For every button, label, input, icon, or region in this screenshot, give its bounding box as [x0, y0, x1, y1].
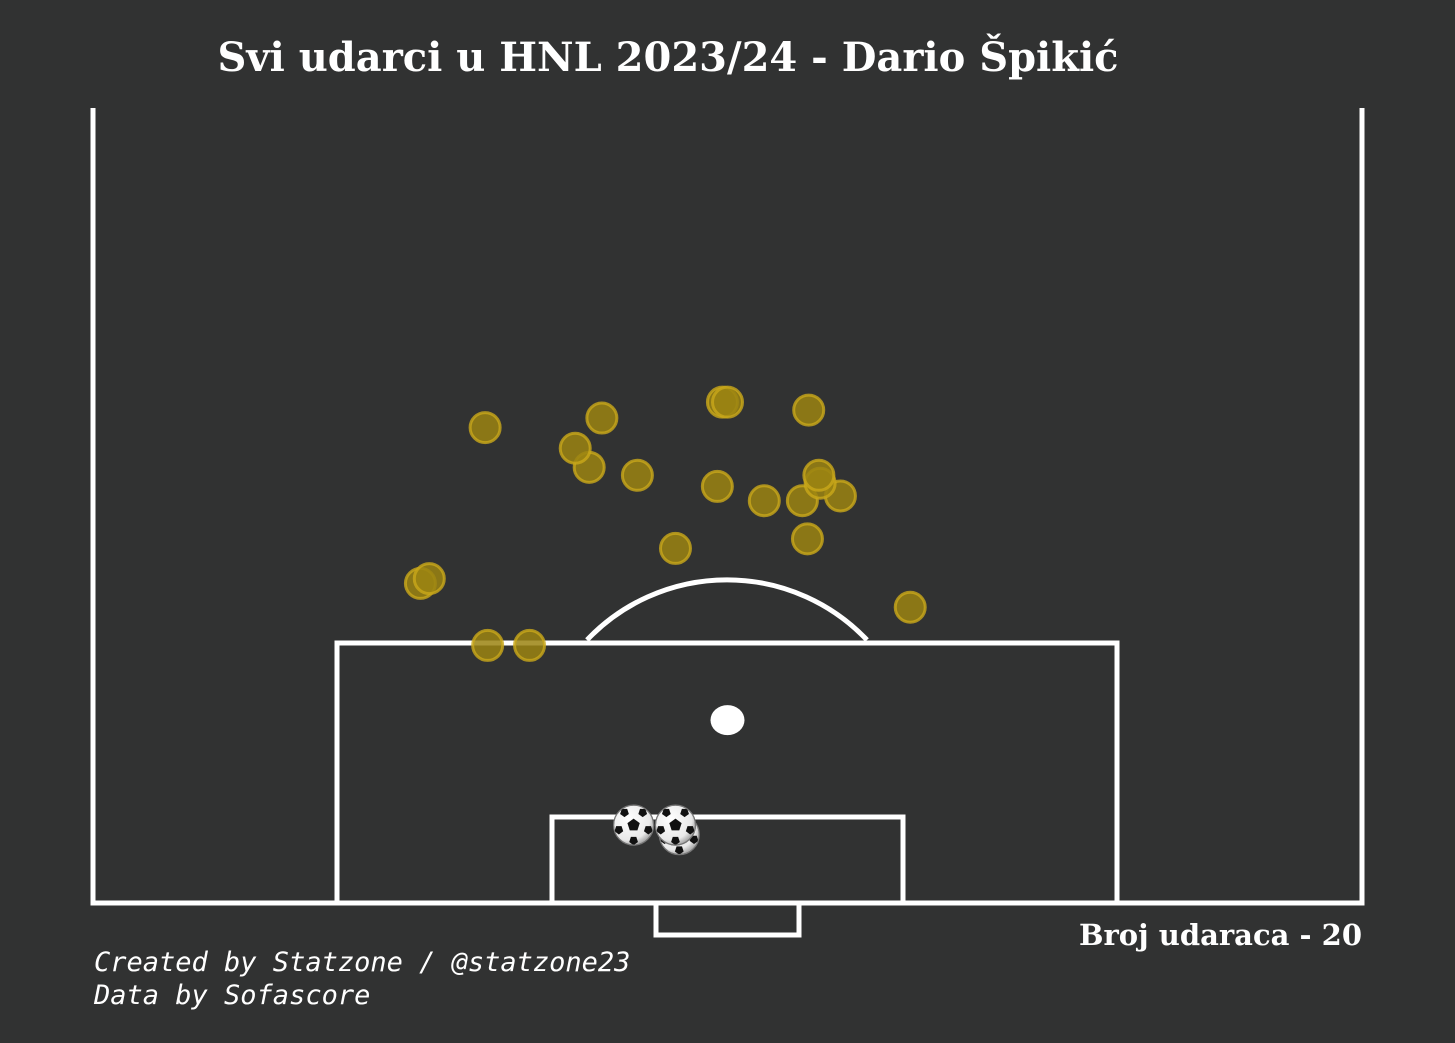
shot-point	[558, 431, 592, 465]
shot-point	[620, 458, 654, 492]
shot-point	[700, 469, 734, 503]
shot-point	[513, 628, 547, 662]
penalty-box	[334, 640, 1120, 906]
shot-point	[893, 590, 927, 624]
chart-title: Svi udarci u HNL 2023/24 - Dario Špikić	[217, 34, 1119, 81]
credits: Created by Statzone / @statzone23 Data b…	[94, 946, 630, 1012]
goal	[653, 900, 802, 938]
shot-point	[471, 628, 505, 662]
penalty-spot	[710, 705, 745, 736]
shot-count-label: Broj udaraca - 20	[1079, 918, 1362, 952]
shot-point	[802, 458, 836, 492]
shot-point	[468, 411, 502, 445]
shot-point	[790, 522, 824, 556]
shot-marks	[403, 385, 927, 856]
shot-point	[747, 484, 781, 518]
pitch-lines	[90, 108, 1365, 938]
shot-point	[711, 385, 744, 419]
shot-point	[585, 401, 619, 435]
goal-ball-marker	[612, 804, 655, 846]
six-yard-box	[549, 814, 906, 906]
shot-point	[412, 562, 446, 596]
created-by-credit: Created by Statzone / @statzone23	[94, 947, 631, 978]
pitch-outline	[90, 108, 1365, 906]
shot-point	[792, 393, 826, 427]
penalty-arc	[585, 577, 869, 642]
shot-point	[658, 531, 692, 565]
goal-ball-marker	[654, 804, 697, 846]
data-source-credit: Data by Sofascore	[94, 980, 371, 1011]
